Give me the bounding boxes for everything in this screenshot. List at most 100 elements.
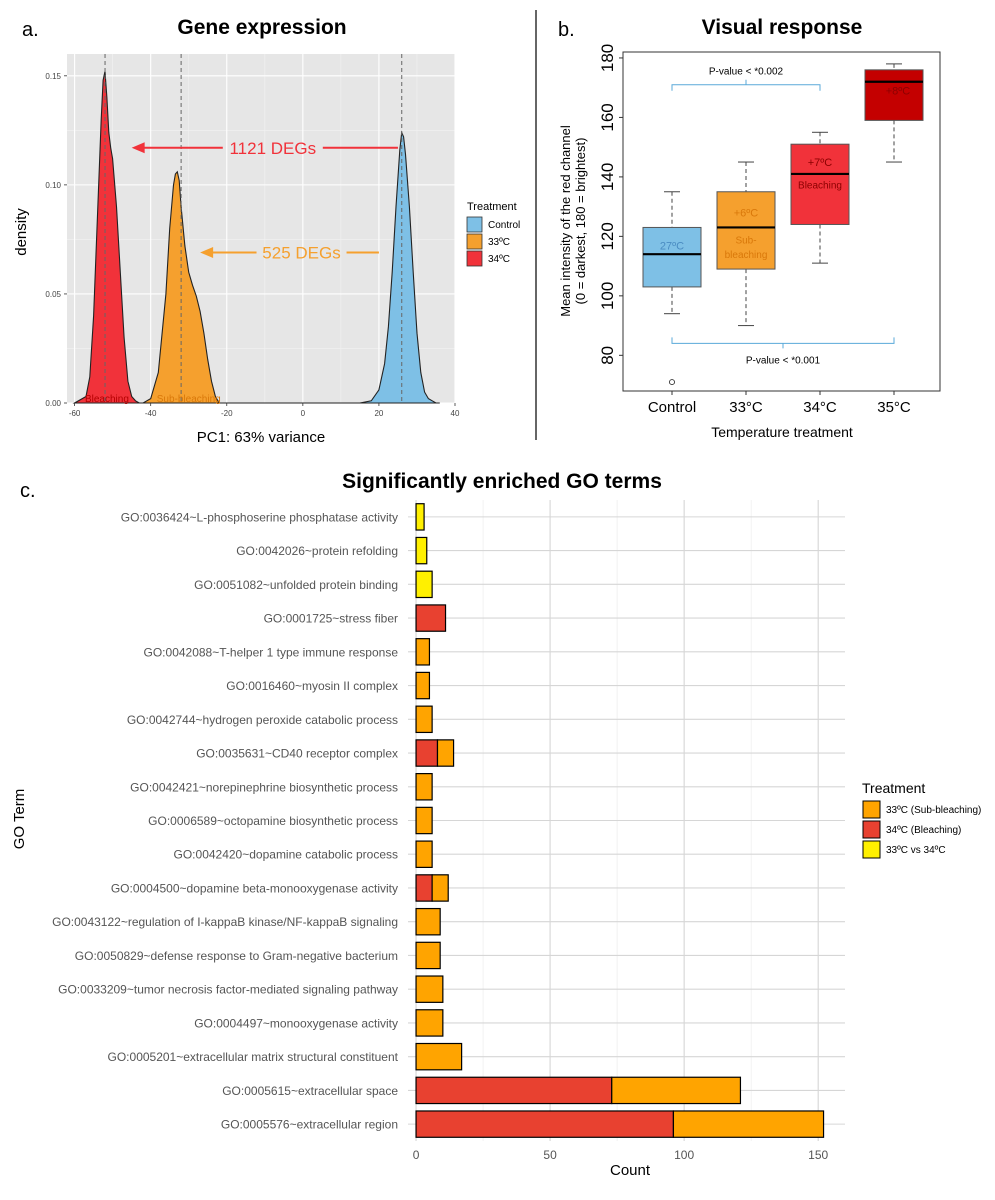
deg-arrow-label: 1121 DEGs	[229, 139, 316, 158]
density-y-tick-label: 0.15	[45, 72, 61, 81]
density-y-tick-label: 0.10	[45, 181, 61, 190]
go-bar-segment	[415, 1042, 463, 1071]
go-term-label: GO:0036424~L-phosphoserine phosphatase a…	[121, 510, 398, 524]
go-legend-label: 34ºC (Bleaching)	[886, 825, 961, 836]
go-bars	[415, 503, 825, 1138]
go-bar-segment	[415, 705, 433, 734]
go-term-label: GO:0004497~monooxygenase activity	[194, 1016, 398, 1030]
density-x-ticks: -60 -40 -20 0 20 40	[69, 403, 460, 418]
go-y-axis-label: GO Term	[11, 789, 28, 850]
density-legend-label: Control	[488, 220, 520, 231]
density-legend-title: Treatment	[467, 201, 517, 213]
boxplot-y-ticks: 80 100 120 140 160 180	[598, 44, 623, 365]
go-bar-segment	[415, 1076, 613, 1105]
go-bar-segment	[415, 975, 444, 1003]
go-legend-swatch	[862, 840, 881, 859]
go-legend-swatch	[862, 800, 881, 819]
go-bar-segment	[431, 874, 449, 902]
deg-arrows: 1121 DEGs 525 DEGs	[131, 139, 398, 262]
density-legend: Treatment Control 33ºC 34ºC	[466, 201, 520, 267]
go-bar-segment	[415, 503, 425, 531]
go-legend-title: Treatment	[862, 780, 925, 796]
go-x-tick-label: 150	[808, 1148, 828, 1162]
go-bar-segment	[415, 907, 441, 936]
density-legend-label: 33ºC	[488, 237, 510, 248]
bleaching-curve-label: Bleaching	[85, 394, 129, 405]
boxplot-y-tick-label: 140	[598, 163, 617, 191]
boxplot-x-tick-label: 33°C	[729, 399, 763, 416]
density-legend-label: 34ºC	[488, 254, 510, 265]
density-x-tick-label: -40	[145, 409, 157, 418]
boxplot-note: Sub-	[735, 235, 756, 246]
go-bar-segment	[415, 1110, 675, 1138]
boxplot-y-tick-label: 120	[598, 222, 617, 250]
panel-b-letter: b.	[558, 19, 575, 41]
boxplot-x-axis-label: Temperature treatment	[711, 424, 853, 440]
density-legend-swatch	[466, 233, 483, 250]
boxplot-note: +6ºC	[734, 208, 759, 220]
go-bar-segment	[611, 1076, 742, 1105]
sub-bleaching-curve-label: Sub-bleaching	[157, 394, 221, 405]
density-x-tick-label: -60	[69, 409, 81, 418]
go-term-label: GO:0005615~extracellular space	[222, 1084, 398, 1098]
go-bar-segment	[415, 536, 428, 565]
boxplot-x-ticks: Control 33°C 34°C 35°C	[648, 391, 911, 416]
density-y-ticks: 0.00 0.05 0.10 0.15	[45, 72, 67, 408]
boxplot-box	[642, 226, 702, 288]
boxplot-chart: 80 100 120 140 160 180 Control 33°C 34°C 35°C 27…	[558, 44, 941, 440]
go-bar-segment	[672, 1110, 825, 1138]
boxplot-note: +7ºC	[808, 157, 833, 169]
panel-a-title: Gene expression	[177, 16, 346, 39]
boxplot-note: +8ºC	[886, 86, 911, 98]
go-legend-swatch	[862, 820, 881, 839]
density-curve-bleaching	[72, 71, 142, 404]
go-term-label: GO:0042420~dopamine catabolic process	[174, 848, 398, 862]
go-bar-segment	[415, 739, 439, 767]
boxplot-note: 27ºC	[660, 240, 684, 252]
boxplot-y-tick-label: 80	[598, 346, 617, 365]
significance-label: P-value < *0.001	[746, 355, 821, 366]
go-term-label: GO:0042744~hydrogen peroxide catabolic p…	[127, 713, 398, 727]
density-legend-swatch	[466, 250, 483, 267]
density-y-tick-label: 0.00	[45, 399, 61, 408]
density-x-tick-label: -20	[221, 409, 233, 418]
significance-label: P-value < *0.002	[709, 67, 784, 78]
boxplot-x-tick-label: 34°C	[803, 399, 837, 416]
go-legend: Treatment 33ºC (Sub-bleaching) 34ºC (Blea…	[862, 780, 981, 859]
go-term-label: GO:0042421~norepinephrine biosynthetic p…	[130, 780, 398, 794]
go-term-label: GO:0042088~T-helper 1 type immune respon…	[144, 645, 399, 659]
go-legend-label: 33ºC (Sub-bleaching)	[886, 805, 981, 816]
go-bar-segment	[415, 570, 433, 599]
go-gridlines	[408, 500, 845, 1141]
density-x-tick-label: 40	[451, 409, 460, 418]
density-x-tick-label: 0	[301, 409, 306, 418]
boxplot-x-tick-label: 35°C	[877, 399, 911, 416]
go-bar-segment	[415, 840, 433, 868]
boxplot-y-axis-label-line2: (0 = darkest, 180 = brightest)	[573, 138, 588, 305]
boxplot-box	[864, 69, 924, 121]
boxplot-box	[790, 143, 850, 225]
go-bar-segment	[415, 604, 447, 632]
density-y-tick-label: 0.05	[45, 290, 61, 299]
go-term-label: GO:0005576~extracellular region	[221, 1118, 398, 1132]
density-x-tick-label: 20	[374, 409, 383, 418]
go-x-tick-label: 50	[543, 1148, 557, 1162]
boxplot-y-tick-label: 160	[598, 103, 617, 131]
go-bar-segment	[415, 671, 431, 700]
density-x-axis-label: PC1: 63% variance	[197, 429, 325, 446]
density-y-axis-label: density	[13, 208, 30, 256]
boxplot-note: Bleaching	[798, 180, 842, 191]
boxplot-note: bleaching	[725, 250, 768, 261]
go-term-label: GO:0033209~tumor necrosis factor-mediate…	[58, 983, 398, 997]
go-term-label: GO:0004500~dopamine beta-monooxygenase a…	[111, 881, 398, 895]
boxplot-outlier	[669, 379, 675, 386]
deg-arrowhead	[131, 142, 145, 154]
boxplot-boxes: 27ºC +6ºC Sub-bleaching +7ºC Bleaching +8ºC	[642, 63, 924, 386]
go-term-label: GO:0035631~CD40 receptor complex	[196, 747, 398, 761]
density-legend-swatch	[466, 216, 483, 233]
deg-arrowhead	[200, 246, 214, 258]
go-bar-segment	[415, 806, 433, 835]
boxplot-y-axis-label-line1: Mean intensity of the red channel	[558, 125, 573, 317]
